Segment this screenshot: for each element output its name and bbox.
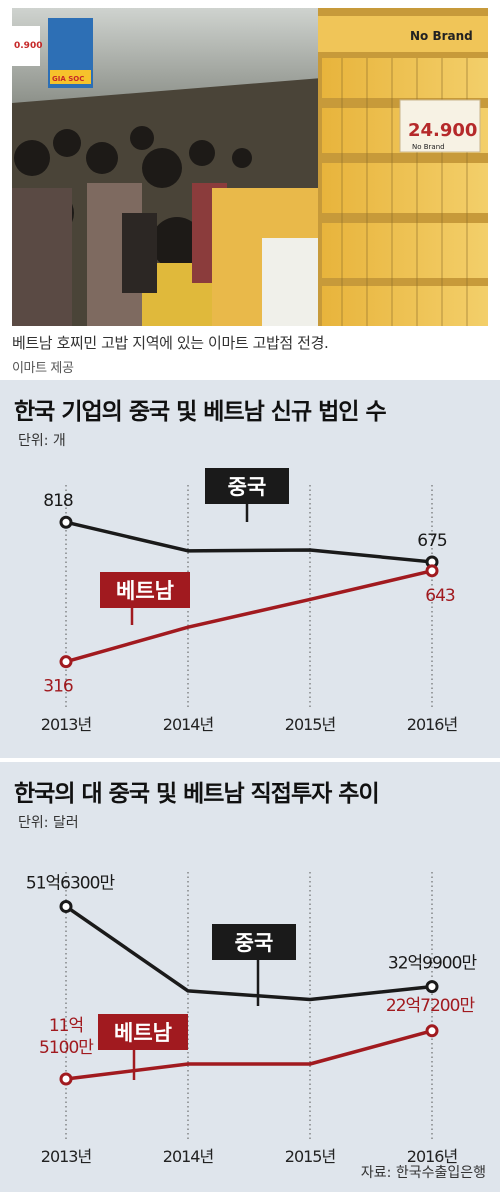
series-line-vietnam bbox=[65, 1029, 433, 1081]
chart1-unit: 단위: 개 bbox=[18, 433, 66, 449]
data-point bbox=[425, 564, 439, 578]
data-label: 51억6300만 bbox=[26, 873, 116, 893]
series-tag-box bbox=[100, 572, 190, 608]
series-tag-box bbox=[212, 924, 296, 960]
data-point bbox=[59, 1072, 73, 1086]
series-tag-box bbox=[98, 1014, 188, 1050]
caption-credit: 이마트 제공 bbox=[12, 361, 74, 376]
x-tick-label: 2015년 bbox=[285, 1147, 336, 1166]
sign-no-brand-top: No Brand bbox=[410, 29, 473, 43]
sign-gia-soc: GIA SOC bbox=[52, 75, 84, 83]
data-label: 32억9900만 bbox=[388, 954, 478, 974]
series-tag-label: 중국 bbox=[228, 475, 267, 499]
x-tick-label: 2016년 bbox=[407, 715, 458, 734]
store-photo-illustration: 0.900 GIA SOC No Brand 24.900 No Brand bbox=[12, 8, 488, 326]
data-point bbox=[59, 899, 73, 913]
chart1-title: 한국 기업의 중국 및 베트남 신규 법인 수 bbox=[14, 399, 387, 425]
sign-price-right: 24.900 bbox=[408, 120, 477, 141]
x-tick-label: 2014년 bbox=[163, 715, 214, 734]
x-tick-label: 2016년 bbox=[407, 1147, 458, 1166]
x-tick-label: 2013년 bbox=[41, 715, 92, 734]
source-note: 자료: 한국수출입은행 bbox=[360, 1165, 486, 1181]
x-tick-label: 2015년 bbox=[285, 715, 336, 734]
chart1-svg: 2013년 2014년 2015년 2016년 818 675 중국 316 643 베트남 bbox=[41, 468, 458, 734]
data-label: 818 bbox=[43, 491, 73, 511]
data-label: 11억 5100만 bbox=[39, 1016, 94, 1058]
caption-text: 베트남 호찌민 고밥 지역에 있는 이마트 고밥점 전경. bbox=[12, 334, 329, 352]
series-tag-box bbox=[205, 468, 289, 504]
chart-panel-direct-investment: 한국의 대 중국 및 베트남 직접투자 추이 단위: 달러 2013년 2014년… bbox=[0, 762, 500, 1192]
data-point bbox=[59, 515, 73, 529]
series-tag-label: 베트남 bbox=[116, 579, 174, 603]
data-label: 675 bbox=[417, 531, 447, 551]
chart-panel-new-corporations: 한국 기업의 중국 및 베트남 신규 법인 수 단위: 개 2013년 2014년… bbox=[0, 380, 500, 758]
sign-price-left: 0.900 bbox=[14, 41, 42, 51]
chart2-title: 한국의 대 중국 및 베트남 직접투자 추이 bbox=[14, 781, 380, 807]
series-tag-label: 중국 bbox=[235, 931, 274, 955]
data-label: 22억7200만 bbox=[386, 996, 476, 1016]
data-label: 316 bbox=[43, 677, 73, 697]
chart2-svg: 2013년 2014년 2015년 2016년 51억6300만 32억9900만 중국 11… bbox=[26, 872, 478, 1166]
series-line-china bbox=[65, 520, 433, 564]
photo-caption: 베트남 호찌민 고밥 지역에 있는 이마트 고밥점 전경. 이마트 제공 bbox=[12, 332, 492, 376]
data-point bbox=[59, 655, 73, 669]
chart2-unit: 단위: 달러 bbox=[18, 815, 79, 831]
series-line-china bbox=[65, 905, 433, 1002]
series-tag-label: 베트남 bbox=[114, 1021, 172, 1045]
x-tick-label: 2013년 bbox=[41, 1147, 92, 1166]
data-point bbox=[425, 980, 439, 994]
data-label: 643 bbox=[425, 586, 455, 606]
sign-no-brand-small: No Brand bbox=[412, 143, 445, 151]
data-point bbox=[425, 1024, 439, 1038]
x-tick-label: 2014년 bbox=[163, 1147, 214, 1166]
series-line-vietnam bbox=[65, 569, 433, 664]
store-photo: 0.900 GIA SOC No Brand 24.900 No Brand bbox=[12, 8, 488, 326]
